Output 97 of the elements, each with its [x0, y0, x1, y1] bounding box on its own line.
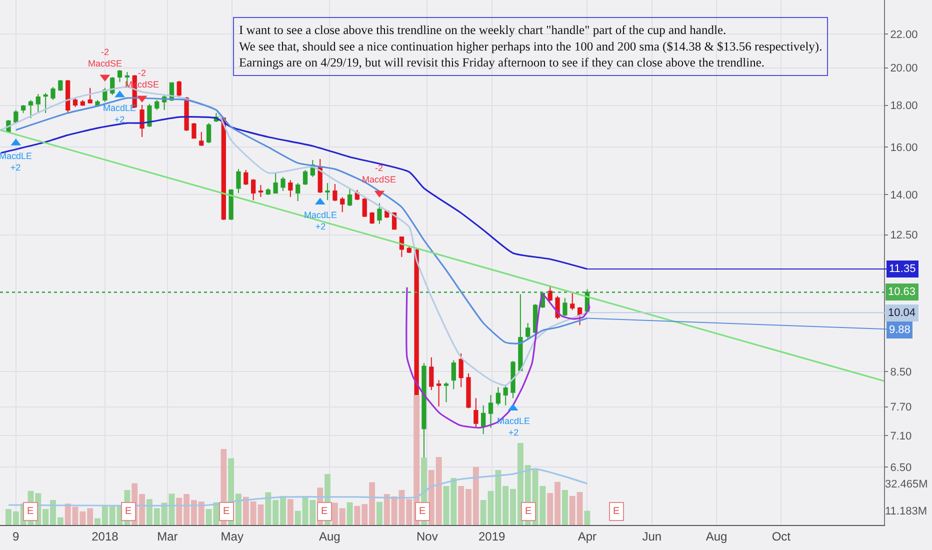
candlestick: [288, 180, 293, 198]
annotation: E: [27, 506, 34, 517]
y-tick-label: 7.70: [890, 402, 912, 414]
candlestick: [43, 92, 48, 114]
candlestick: [503, 384, 508, 406]
annotation: E: [613, 506, 620, 517]
candlestick: [140, 104, 144, 138]
x-tick-label: Nov: [416, 529, 438, 544]
candlestick: [273, 172, 278, 194]
candlestick: [36, 93, 40, 113]
annotation: E: [321, 506, 328, 517]
x-tick-label: 9: [12, 529, 20, 544]
candlestick: [570, 292, 575, 311]
annotation: E: [223, 506, 230, 517]
annotation: 11.35: [889, 263, 916, 275]
x-tick-label: Aug: [318, 529, 340, 544]
annotation: -2 MacdSE: [88, 47, 122, 69]
candlestick: [362, 198, 367, 218]
y-tick-label: 7.10: [890, 430, 912, 442]
x-tick-label: Aug: [706, 529, 728, 544]
candlestick: [488, 394, 494, 428]
y-tick-label: 16.00: [890, 142, 918, 154]
candlestick: [340, 196, 345, 213]
candlestick: [14, 110, 18, 124]
candlestick: [474, 398, 478, 428]
candlestick: [436, 380, 442, 407]
candlestick: [58, 79, 63, 92]
x-tick-label: Jun: [642, 529, 662, 544]
candlestick: [510, 360, 516, 399]
candlestick: [458, 352, 464, 388]
x-tick-label: Oct: [772, 529, 792, 544]
candlestick: [466, 372, 471, 409]
line-series: [406, 286, 590, 429]
candlestick: [176, 80, 182, 98]
candlestick: [280, 176, 286, 192]
candlestick: [236, 168, 241, 194]
y-tick-label: 14.00: [890, 189, 918, 202]
y-tick-label: 20.00: [890, 62, 918, 75]
candlestick: [244, 170, 248, 186]
candlestick: [518, 294, 523, 371]
candlestick: [296, 182, 300, 202]
candlestick: [377, 202, 382, 224]
candlestick: [562, 298, 568, 317]
candlestick: [154, 99, 160, 111]
candlestick: [496, 386, 500, 406]
candlestick: [206, 122, 212, 144]
candlestick: [50, 86, 56, 100]
candlestick: [325, 182, 330, 201]
candlestick: [302, 170, 308, 186]
line-series: [8, 468, 588, 506]
candlestick: [251, 178, 256, 201]
candlestick: [184, 96, 189, 132]
candlestick: [429, 356, 434, 391]
candlestick: [80, 99, 85, 107]
candlestick: [199, 131, 204, 146]
candlestick: [66, 79, 70, 114]
y-tick-label: 12.50: [890, 230, 918, 242]
candlestick: [444, 382, 449, 403]
annotation: E: [525, 506, 532, 517]
candlestick: [117, 69, 122, 82]
candlestick: [451, 360, 456, 390]
candlestick: [258, 184, 264, 198]
y-tick-label: 22.00: [890, 28, 918, 41]
candlestick: [72, 98, 78, 108]
ref-line-label: 10.63: [888, 286, 916, 298]
x-tick-label: May: [220, 529, 244, 544]
annotation: MacdLE +2: [0, 151, 32, 173]
y2-tick-label: 11.183M: [885, 506, 927, 518]
candlestick: [370, 212, 374, 224]
candlestick: [21, 104, 26, 114]
candlestick: [266, 188, 270, 196]
candlestick: [192, 122, 196, 139]
annotation: E: [419, 506, 426, 517]
x-tick-label: Mar: [157, 529, 178, 544]
y-tick-label: 6.50: [890, 462, 912, 474]
annotation: -2 MacdSE: [362, 163, 396, 185]
annotation: MacdLE +2: [304, 210, 338, 232]
annotation: E: [125, 506, 132, 517]
candlestick: [347, 188, 352, 207]
y2-tick-label: 32.465M: [885, 478, 928, 490]
candlestick: [228, 188, 234, 220]
x-tick-label: 2018: [92, 529, 119, 544]
annotation: 9.88: [889, 324, 910, 336]
x-tick-label: 2019: [478, 529, 506, 544]
annotation: 10.04: [888, 307, 916, 319]
annotation: MacdLE +2: [103, 103, 136, 125]
annotation: I want to see a close above this trendline on the weekly chart "handle" part of the cup and handle. We see that, should see a nice continuation higher perhaps into the 100 and 200 sma ($14.38 & $13.56 respectively). Earnings are on 4/29/19, but will revisit this Friday afternoon to see if they can close above the trendline.: [239, 23, 822, 70]
candlestick: [28, 99, 34, 119]
x-tick-label: Apr: [578, 529, 597, 544]
candlestick: [481, 404, 486, 435]
y-tick-label: 18.00: [890, 100, 918, 112]
candlestick: [526, 322, 530, 341]
annotation: MacdLE +2: [497, 416, 530, 438]
y-tick-label: 8.50: [890, 366, 912, 379]
candlestick: [88, 87, 92, 104]
candlestick: [147, 103, 152, 128]
candlestick: [332, 184, 338, 202]
